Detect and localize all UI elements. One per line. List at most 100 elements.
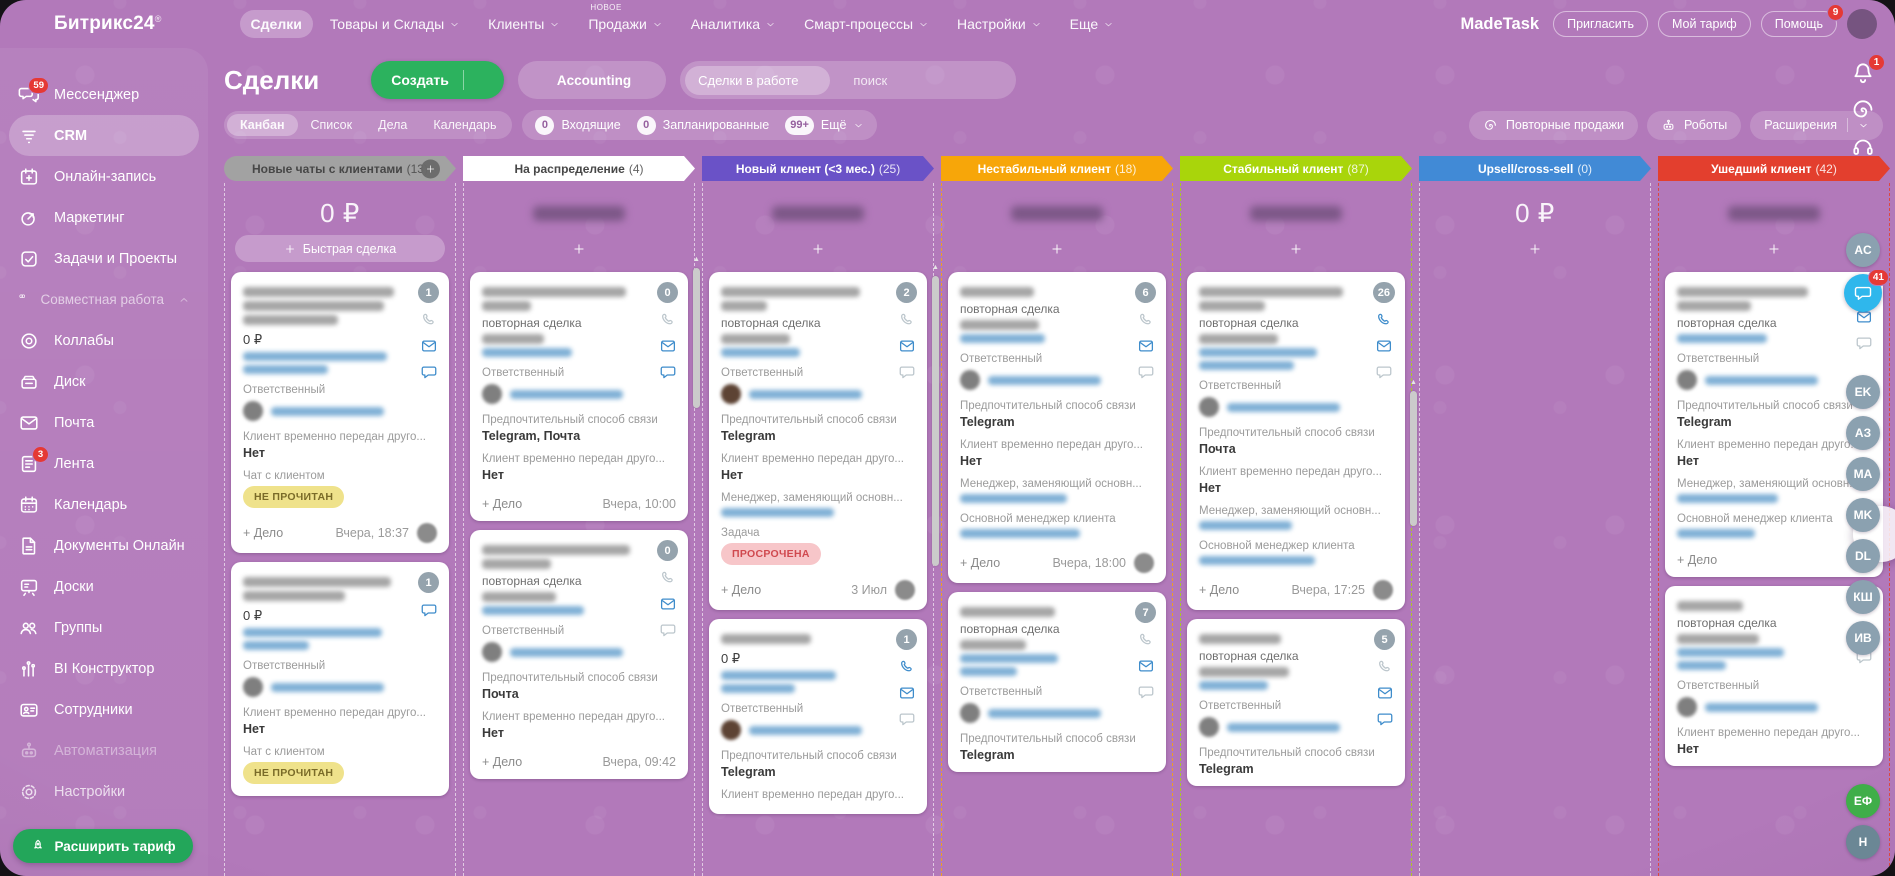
kanban-column-header[interactable]: Новые чаты с клиентами (13) [224,156,456,181]
responsible-person[interactable] [721,384,915,404]
add-activity-button[interactable]: + Дело [482,755,523,769]
rail-user-avatar[interactable]: Н [1846,825,1880,859]
sidebar-item-bi-конструктор[interactable]: BI Конструктор [9,648,199,689]
sidebar-item-задачи-и-проекты[interactable]: Задачи и Проекты [9,238,199,279]
column-scrollbar[interactable] [1410,391,1417,526]
sidebar-item-диск[interactable]: Диск [9,361,199,402]
responsible-person[interactable] [243,401,437,421]
user-avatar[interactable] [1847,9,1877,39]
sidebar-item-сотрудники[interactable]: Сотрудники [9,689,199,730]
sidebar-item-почта[interactable]: Почта [9,402,199,443]
deal-card[interactable]: 0 повторная сделка Ответственный Предпочтит… [470,272,688,521]
deal-card[interactable]: 1 0 ₽ Ответственный Предпочтительный способ… [709,619,927,814]
kanban-column-header[interactable]: На распределение (4) [463,156,695,181]
help-button[interactable]: Помощь 9 [1760,4,1844,37]
sidebar-item-группы[interactable]: Группы [9,607,199,648]
kanban-column-header[interactable]: Стабильный клиент (87) [1180,156,1412,181]
search-icon[interactable] [964,73,979,88]
counter-запланированные[interactable]: 0 Запланированные [636,115,769,135]
responsible-person[interactable] [1677,697,1871,717]
sidebar-item-документы-онлайн[interactable]: Документы Онлайн [9,525,199,566]
deal-card[interactable]: 2 повторная сделка Ответственный Предпочтит… [709,272,927,610]
sidebar-item-настройки[interactable]: Настройки [9,771,199,812]
chat-icon[interactable] [1855,334,1873,352]
rail-user-avatar[interactable]: ЕФ [1846,784,1880,818]
phone-icon[interactable] [1375,311,1393,329]
rail-user-avatar[interactable]: AC [1846,233,1880,267]
upgrade-tariff-button[interactable]: Расширить тариф [13,829,193,863]
chat-icon[interactable] [659,621,677,639]
rail-user-avatar[interactable]: DL [1846,539,1880,573]
mail-icon[interactable] [898,337,916,355]
deal-card[interactable]: 6 повторная сделка Ответственный Предпочтит… [948,272,1166,583]
rail-user-avatar[interactable]: MK [1846,498,1880,532]
mail-icon[interactable] [898,684,916,702]
toolbar-button-расширения[interactable]: Расширения [1750,110,1883,140]
add-activity-button[interactable]: + Дело [721,583,762,597]
nav-item-смарт-процессы[interactable]: Смарт-процессы [793,10,940,38]
deal-card[interactable]: 26 повторная сделка Ответственный Предпочти… [1187,272,1405,610]
sidebar-item-совместная-работа[interactable]: Совместная работа [9,279,199,320]
mail-icon[interactable] [1375,337,1393,355]
close-icon[interactable] [807,75,817,85]
sidebar-item-маркетинг[interactable]: Маркетинг [9,197,199,238]
nav-item-еще[interactable]: Еще [1059,10,1126,38]
sidebar-item-коллабы[interactable]: Коллабы [9,320,199,361]
phone-icon[interactable] [898,311,916,329]
tariff-button[interactable]: Мой тариф [1658,11,1751,37]
chat-icon[interactable] [659,363,677,381]
deal-card[interactable]: 7 повторная сделка Ответственный Предпочтит… [948,592,1166,772]
chat-icon[interactable] [1376,710,1394,728]
kanban-column-header[interactable]: Нестабильный клиент (18) [941,156,1173,181]
chat-icon[interactable] [898,710,916,728]
add-activity-button[interactable]: + Дело [1677,553,1718,567]
chat-icon[interactable] [420,601,438,619]
add-activity-button[interactable]: + Дело [960,556,1001,570]
mail-icon[interactable] [659,337,677,355]
sidebar-item-лента[interactable]: 3 Лента [9,443,199,484]
responsible-person[interactable] [482,642,676,662]
toolbar-button-повторные-продажи[interactable]: Повторные продажи [1468,110,1638,140]
rail-user-avatar[interactable]: EK [1846,375,1880,409]
phone-icon[interactable] [898,658,916,676]
pin-icon[interactable] [332,71,350,89]
rail-user-avatar[interactable]: MA [1846,457,1880,491]
sidebar-item-мессенджер[interactable]: 59 Мессенджер [9,74,199,115]
toolbar-button-роботы[interactable]: Роботы [1647,110,1742,140]
rail-user-avatar[interactable]: ИВ [1846,621,1880,655]
funnel-selector[interactable]: Accounting [517,61,667,99]
responsible-person[interactable] [1677,370,1871,390]
view-tab-дела[interactable]: Дела [378,118,408,132]
create-deal-button[interactable]: Создать [371,61,504,99]
phone-icon[interactable] [659,569,677,587]
phone-icon[interactable] [1137,311,1155,329]
deal-card[interactable]: 0 повторная сделка Ответственный Предпочтит… [470,530,688,779]
kanban-column-header[interactable]: Upsell/cross-sell (0) [1419,156,1651,181]
sidebar-item-crm[interactable]: CRM [9,115,199,156]
rail-user-avatar[interactable]: КШ [1846,580,1880,614]
sidebar-item-доски[interactable]: Доски [9,566,199,607]
search-icon[interactable] [1431,15,1449,33]
rail-user-avatar[interactable]: АЗ [1846,416,1880,450]
add-deal-button[interactable] [1191,235,1401,262]
counter-ещё[interactable]: 99+ Ещё [785,115,864,135]
mail-icon[interactable] [1137,657,1155,675]
responsible-person[interactable] [721,720,915,740]
sidebar-item-автоматизация[interactable]: Автоматизация [9,730,199,771]
nav-item-товары-и-склады[interactable]: Товары и Склады [319,10,471,38]
kanban-column-header[interactable]: Ушедший клиент (42) [1658,156,1890,181]
responsible-person[interactable] [960,703,1154,723]
view-tab-календарь[interactable]: Календарь [433,118,497,132]
nav-item-аналитика[interactable]: Аналитика [680,10,787,38]
nav-item-настройки[interactable]: Настройки [946,10,1053,38]
chat-icon[interactable] [898,363,916,381]
mail-icon[interactable] [1376,684,1394,702]
filter-chip[interactable]: Сделки в работе [685,65,831,95]
deal-card[interactable]: 1 0 ₽ Ответственный Клиент временно передан… [231,272,449,553]
kanban-column-header[interactable]: Новый клиент (<3 мес.) (25) [702,156,934,181]
add-activity-button[interactable]: + Дело [482,497,523,511]
quick-deal-button[interactable]: Быстрая сделка [235,235,445,262]
column-scrollbar[interactable] [693,268,700,408]
phone-icon[interactable] [420,311,438,329]
phone-icon[interactable] [659,311,677,329]
